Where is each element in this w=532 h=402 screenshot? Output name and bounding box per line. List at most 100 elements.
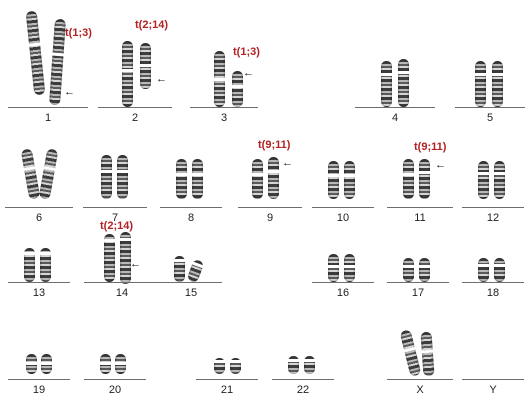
translocation-label-t2-14-chr2: t(2;14): [135, 19, 169, 31]
chromosome-18-a: [477, 258, 490, 282]
chromosome-group-4: 4: [355, 5, 435, 125]
chromosome-number-7: 7: [111, 212, 119, 224]
chromosome-1-a: [25, 10, 46, 96]
chromosome-number-1: 1: [44, 112, 52, 124]
chromosome-group-14: 14: [84, 220, 160, 300]
chromosome-2-a: [121, 41, 134, 107]
chromosome-16-b: [343, 254, 356, 282]
chromosome-number-16: 16: [336, 287, 350, 299]
arrow-left-icon: ←: [282, 157, 293, 169]
chromosome-group-6: 6: [5, 135, 73, 225]
chromosome-3-a: [213, 51, 226, 107]
chromosome-19-b: [40, 354, 53, 374]
chromosome-6-b: [38, 148, 59, 200]
group-baseline: [196, 379, 258, 380]
chromosome-number-14: 14: [115, 287, 129, 299]
group-baseline: [355, 107, 435, 108]
chromosome-group-10: 10: [312, 135, 374, 225]
group-baseline: [5, 207, 73, 208]
group-baseline: [84, 282, 160, 283]
chromosome-10-a: [327, 161, 340, 199]
chromosome-group-3: 3: [190, 5, 258, 125]
chromosome-group-15: 15: [160, 220, 222, 300]
chromosome-group-11: 11: [387, 135, 453, 225]
chromosome-number-x: X: [416, 384, 424, 396]
chromosome-5-b: [491, 61, 504, 107]
chromosome-12-a: [477, 161, 490, 199]
chromosome-4-a: [380, 61, 393, 107]
chromosome-9-b: [267, 157, 280, 199]
group-baseline: [462, 379, 524, 380]
chromosome-14-a: [103, 234, 116, 282]
translocation-label-t1-3-chr3: t(1;3): [233, 46, 260, 58]
group-baseline: [190, 107, 258, 108]
arrow-left-icon: ←: [243, 67, 254, 79]
chromosome-group-20: 20: [84, 320, 146, 400]
chromosome-number-9: 9: [266, 212, 274, 224]
chromosome-17-a: [402, 258, 415, 282]
chromosome-number-15: 15: [184, 287, 198, 299]
group-baseline: [238, 207, 302, 208]
chromosome-21-a: [213, 358, 226, 374]
chromosome-number-5: 5: [486, 112, 494, 124]
group-baseline: [83, 207, 147, 208]
group-baseline: [455, 107, 525, 108]
chromosome-11-b: [418, 159, 431, 199]
chromosome-16-a: [327, 254, 340, 282]
chromosome-10-b: [343, 161, 356, 199]
chromosome-group-9: 9: [238, 135, 302, 225]
group-baseline: [387, 282, 449, 283]
chromosome-group-12: 12: [462, 135, 524, 225]
group-baseline: [84, 379, 146, 380]
chromosome-group-5: 5: [455, 5, 525, 125]
chromosome-21-b: [229, 358, 242, 374]
chromosome-8-a: [175, 159, 188, 199]
chromosome-8-b: [191, 159, 204, 199]
group-baseline: [462, 207, 524, 208]
chromosome-6-a: [20, 148, 41, 200]
chromosome-number-8: 8: [187, 212, 195, 224]
group-baseline: [160, 207, 222, 208]
chromosome-9-a: [251, 159, 264, 199]
chromosome-group-y: Y: [462, 320, 524, 400]
chromosome-group-19: 19: [8, 320, 70, 400]
chromosome-number-12: 12: [486, 212, 500, 224]
chromosome-x-b: [420, 331, 435, 377]
chromosome-13-b: [39, 248, 52, 282]
chromosome-2-b: [139, 43, 152, 89]
group-baseline: [462, 282, 524, 283]
group-baseline: [387, 207, 453, 208]
chromosome-group-x: X: [387, 320, 453, 400]
group-baseline: [98, 107, 172, 108]
chromosome-7-b: [116, 155, 129, 199]
chromosome-number-10: 10: [336, 212, 350, 224]
chromosome-15-a: [173, 256, 186, 282]
chromosome-14-b: [119, 232, 132, 284]
chromosome-number-22: 22: [296, 384, 310, 396]
chromosome-x-a: [399, 329, 422, 377]
chromosome-number-y: Y: [489, 384, 497, 396]
chromosome-13-a: [23, 248, 36, 282]
chromosome-4-b: [397, 59, 410, 107]
chromosome-number-11: 11: [414, 212, 426, 224]
chromosome-group-22: 22: [272, 320, 334, 400]
chromosome-12-b: [493, 161, 506, 199]
chromosome-3-b: [231, 71, 244, 107]
arrow-left-icon: ←: [435, 159, 446, 171]
chromosome-group-8: 8: [160, 135, 222, 225]
chromosome-group-21: 21: [196, 320, 258, 400]
group-baseline: [160, 282, 222, 283]
group-baseline: [312, 207, 374, 208]
chromosome-number-4: 4: [391, 112, 399, 124]
translocation-label-t9-11-chr11: t(9;11): [414, 141, 447, 153]
chromosome-22-a: [287, 356, 300, 374]
translocation-label-t2-14-chr14: t(2;14): [100, 220, 134, 232]
group-baseline: [8, 379, 70, 380]
chromosome-group-18: 18: [462, 220, 524, 300]
chromosome-number-20: 20: [108, 384, 122, 396]
chromosome-number-13: 13: [32, 287, 46, 299]
chromosome-group-2: 2: [98, 5, 172, 125]
translocation-label-t1-3-chr1: t(1;3): [65, 27, 92, 39]
arrow-left-icon: ←: [64, 86, 75, 98]
arrow-left-icon: ←: [130, 258, 141, 270]
